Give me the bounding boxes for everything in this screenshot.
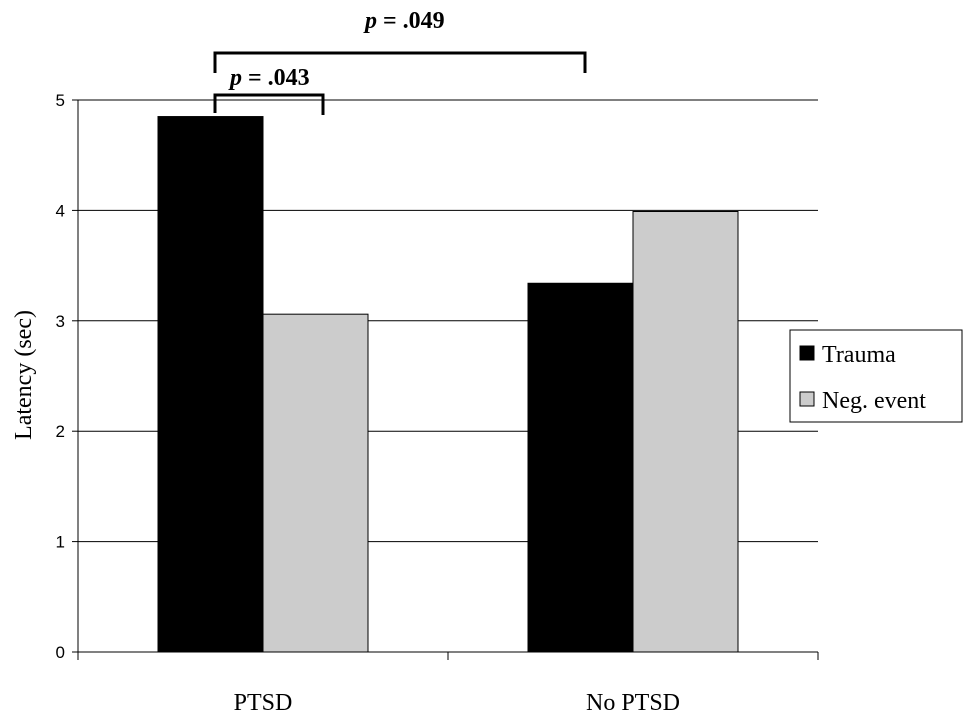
- annotation-inner: p = .043: [228, 65, 310, 91]
- x-category-label: PTSD: [234, 690, 293, 716]
- bar-neg-event-ptsd: [262, 313, 369, 653]
- significance-bracket-inner: p = .043: [213, 65, 325, 115]
- bar-trauma-no-ptsd: [527, 282, 634, 653]
- annotation-outer: p = .049: [363, 8, 445, 34]
- y-tick-label: 4: [56, 201, 65, 220]
- y-tick-label: 2: [56, 422, 65, 441]
- legend-label-trauma: Trauma: [822, 342, 896, 368]
- y-tick-label: 0: [56, 643, 65, 662]
- x-category-labels: PTSD No PTSD: [234, 690, 680, 716]
- bar-trauma-ptsd: [157, 116, 264, 653]
- bars: [157, 116, 739, 653]
- x-category-label: No PTSD: [586, 690, 680, 716]
- y-tick-labels: 0 1 2 3 4 5: [56, 91, 65, 662]
- bracket-outer-line: [213, 51, 587, 73]
- y-axis-label: Latency (sec): [11, 310, 37, 440]
- legend-swatch-neg-event: [799, 391, 815, 407]
- legend-label-neg-event: Neg. event: [822, 388, 926, 414]
- legend: Trauma Neg. event: [789, 329, 963, 423]
- significance-bracket-outer: p = .049: [213, 8, 587, 73]
- legend-box: [789, 329, 963, 423]
- axes: [72, 99, 819, 660]
- y-tick-label: 1: [56, 533, 65, 552]
- bar-neg-event-no-ptsd: [632, 211, 739, 653]
- legend-swatch-trauma: [799, 345, 815, 361]
- y-tick-label: 5: [56, 91, 65, 110]
- y-tick-label: 3: [56, 312, 65, 331]
- bracket-inner-line: [213, 93, 325, 115]
